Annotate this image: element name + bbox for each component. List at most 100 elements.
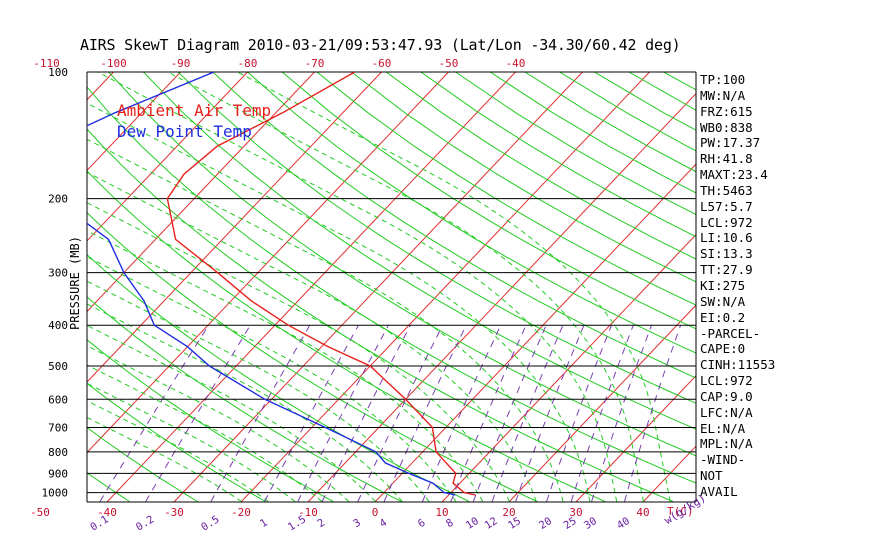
legend-air-temp: Ambient Air Temp [117,101,272,120]
dry-adiabat-line [0,72,62,502]
index-item: LCL:972 [700,373,753,389]
mixing-ratio-line [264,324,359,502]
index-item: SI:13.3 [700,246,753,262]
pressure-tick-label: 500 [48,360,68,373]
air-temp-profile-line [166,72,476,496]
index-item: TH:5463 [700,182,753,198]
bottom-temp-tick-label: -50 [30,506,50,519]
index-item: SW:N/A [700,293,746,309]
dry-adiabat-line [316,72,696,306]
dry-adiabat-line [281,72,696,330]
moist-adiabat-line [87,303,403,502]
index-item: L57:5.7 [700,198,753,214]
top-temp-tick-label: -80 [238,57,258,70]
mixing-ratio-tick-label: 40 [615,515,632,532]
mixing-ratio-line [99,324,210,502]
bottom-temp-tick-label: -20 [231,506,251,519]
mixing-ratio-tick-label: 0.5 [199,513,221,533]
moist-adiabat-line [87,202,510,502]
dry-adiabat-line [87,211,538,502]
mixing-ratio-tick-label: 25 [562,515,579,532]
bottom-temp-tick-label: 20 [502,506,515,519]
dry-adiabat-line [212,72,696,379]
top-temp-tick-label: -70 [305,57,325,70]
isotherm-line [374,163,696,502]
top-temp-tick-label: -110 [33,57,60,70]
mixing-ratio-tick-label: 10 [464,515,481,532]
isotherm-line [87,72,248,242]
isotherm-line [441,233,696,502]
dry-adiabat-line [87,128,674,502]
mixing-ratio-line [210,324,311,502]
index-item: TP:100 [700,72,746,87]
legend-dew-point: Dew Point Temp [117,122,252,141]
mixing-ratio-line [297,324,389,502]
moist-adiabat-line [97,72,618,502]
index-item: -PARCEL- [700,325,761,341]
dry-adiabat-line [455,72,696,216]
x-unit-temperature: T(C) [667,505,694,518]
isotherm-line [173,72,583,502]
pressure-tick-label: 400 [48,319,68,332]
mixing-ratio-tick-label: 12 [483,515,500,532]
moist-adiabat-line [87,230,484,502]
bottom-temp-tick-label: -10 [298,506,318,519]
mixing-ratio-tick-label: 0.2 [134,513,156,533]
moist-adiabat-line [167,72,644,502]
pressure-tick-label: 600 [48,393,68,406]
dry-adiabat-line [247,72,696,354]
index-item: CAP:9.0 [700,388,753,404]
moist-adiabat-line [87,416,242,502]
mixing-ratio-tick-label: 8 [444,517,456,531]
isotherm-line [87,72,382,383]
isotherm-line [575,374,696,502]
mixing-ratio-line [450,324,527,502]
pressure-tick-label: 800 [48,446,68,459]
index-item: -WIND- [700,452,746,468]
pressure-tick-label: 200 [48,193,68,206]
isotherm-line [0,72,47,502]
mixing-ratio-tick-label: 3 [351,517,363,531]
dry-adiabat-line [87,253,470,502]
moist-adiabat-line [87,324,376,502]
index-item: EI:0.2 [700,309,746,325]
dry-adiabat-line [87,86,696,484]
mixing-ratio-line [491,325,564,502]
dry-adiabat-line [87,296,402,502]
mixing-ratio-tick-label: 6 [416,517,428,531]
isotherm-line [87,72,449,454]
index-item: LFC:N/A [700,404,753,420]
index-item: AVAIL [700,483,738,499]
index-item: MW:N/A [700,87,746,103]
isotherm-line [777,72,870,502]
isotherm-line [87,72,181,172]
bottom-temp-tick-label: 40 [636,506,649,519]
index-item: PW:17.37 [700,135,761,151]
dry-adiabat-line [837,72,870,502]
dry-adiabat-line [87,170,606,502]
moist-adiabat-line [87,102,591,502]
dry-adiabat-line [351,72,696,283]
dew-point-profile-line [87,72,456,496]
mixing-ratio-tick-label: 20 [537,515,554,532]
index-item: LCL:972 [700,214,753,230]
index-item: WB0:838 [700,119,753,135]
index-item: KI:275 [700,277,746,293]
mixing-ratio-tick-label: 4 [377,517,389,531]
mixing-ratio-line [321,324,411,502]
dry-adiabat-line [768,72,870,502]
dry-adiabat-line [87,382,266,502]
mixing-ratio-tick-label: 15 [506,515,523,532]
dry-adiabat-line [385,72,696,260]
mixing-ratio-tick-label: 1 [258,517,270,531]
index-item: EL:N/A [700,420,746,436]
index-item: FRZ:615 [700,103,753,119]
dry-adiabat-line [87,339,334,502]
top-temp-tick-label: -50 [439,57,459,70]
isotherm-line [87,72,315,313]
bottom-temp-tick-label: -30 [164,506,184,519]
moist-adiabat-line [87,364,323,502]
chart-title: AIRS SkewT Diagram 2010-03-21/09:53:47.9… [80,36,681,54]
mixing-ratio-tick-label: 2 [316,517,328,531]
